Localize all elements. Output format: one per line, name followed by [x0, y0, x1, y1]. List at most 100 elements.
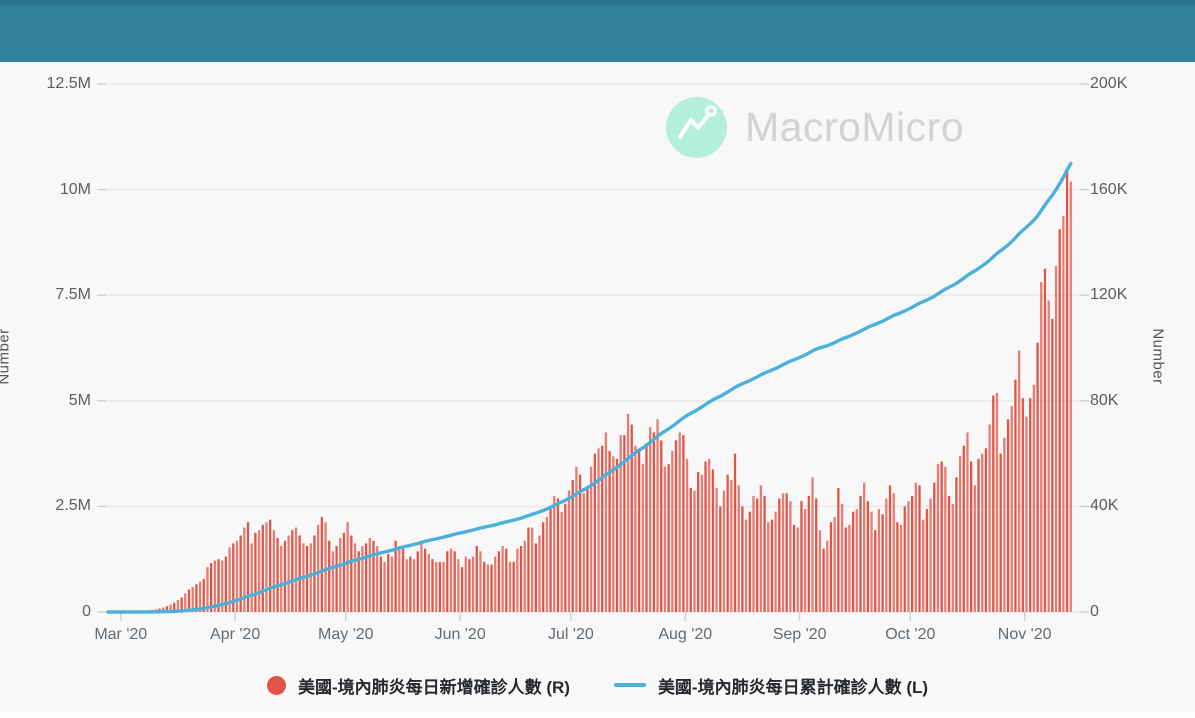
daily-new-cases-bar: [265, 522, 268, 612]
daily-new-cases-bar: [866, 501, 870, 612]
daily-new-cases-bar: [837, 487, 840, 612]
daily-new-cases-bar: [405, 559, 408, 612]
daily-new-cases-bar: [169, 604, 172, 612]
daily-new-cases-bar: [840, 503, 844, 612]
daily-new-cases-bar: [626, 414, 630, 612]
daily-new-cases-bar: [449, 548, 453, 612]
daily-new-cases-bar: [243, 527, 246, 612]
daily-new-cases-bar: [483, 561, 486, 612]
daily-new-cases-bar: [542, 522, 545, 612]
daily-new-cases-bar: [309, 543, 312, 612]
daily-new-cases-bar: [357, 551, 360, 612]
daily-new-cases-bar: [958, 456, 962, 612]
daily-new-cases-bar: [534, 543, 537, 612]
daily-new-cases-bar: [590, 466, 593, 612]
daily-new-cases-bar: [711, 469, 715, 612]
daily-new-cases-bar: [523, 540, 526, 612]
right-axis-tick-label: 160K: [1090, 180, 1128, 198]
daily-new-cases-bar: [730, 480, 733, 612]
daily-new-cases-bar: [826, 540, 829, 612]
daily-new-cases-bar: [294, 527, 298, 612]
daily-new-cases-bar: [401, 548, 405, 612]
daily-new-cases-bar: [269, 519, 272, 612]
x-axis-month-label: Jul '20: [547, 626, 594, 643]
right-axis-tick-label: 40K: [1090, 497, 1119, 515]
daily-new-cases-bar: [578, 474, 582, 612]
daily-new-cases-bar: [490, 564, 493, 612]
daily-new-cases-bar: [224, 556, 228, 612]
daily-new-cases-bar: [571, 480, 574, 612]
daily-new-cases-bar: [700, 474, 703, 612]
daily-new-cases-bar: [324, 522, 327, 612]
daily-new-cases-bar: [298, 535, 301, 612]
daily-new-cases-bar: [1010, 406, 1013, 612]
daily-new-cases-bar: [316, 524, 320, 612]
daily-new-cases-bar: [1036, 342, 1039, 612]
daily-new-cases-bar: [530, 527, 534, 612]
daily-new-cases-bar: [280, 546, 283, 612]
right-axis-tick-label: 0: [1090, 603, 1099, 620]
daily-new-cases-bar: [660, 440, 663, 612]
daily-new-cases-bar: [1029, 398, 1032, 612]
daily-new-cases-bar: [800, 501, 803, 612]
daily-new-cases-bar: [486, 564, 489, 612]
daily-new-cases-bar: [922, 519, 925, 612]
legend-line-icon: [613, 683, 646, 687]
daily-new-cases-bar: [623, 435, 626, 612]
daily-new-cases-bar: [387, 553, 390, 612]
daily-new-cases-bar: [1058, 229, 1061, 612]
left-axis-tick-label: 10M: [59, 180, 91, 198]
legend-item-cumulative[interactable]: 美國-境內肺炎每日累計確診人數 (L): [613, 673, 928, 698]
left-axis-tick-label: 12.5M: [46, 75, 91, 92]
right-axis-tick-label: 120K: [1090, 286, 1128, 304]
daily-new-cases-bar: [342, 532, 346, 612]
daily-new-cases-bar: [165, 606, 169, 612]
daily-new-cases-bar: [390, 556, 394, 612]
daily-new-cases-bar: [475, 546, 478, 612]
daily-new-cases-bar: [471, 556, 475, 612]
daily-new-cases-bar: [206, 567, 209, 612]
daily-new-cases-bar: [933, 482, 936, 612]
daily-new-cases-bar: [1069, 181, 1072, 612]
daily-new-cases-bar: [232, 543, 235, 612]
daily-new-cases-bar: [180, 597, 183, 612]
daily-new-cases-bar: [822, 548, 825, 612]
x-axis-month-label: Apr '20: [210, 626, 261, 643]
daily-new-cases-bar: [453, 551, 456, 612]
daily-new-cases-bar: [527, 527, 530, 612]
daily-new-cases-bar: [918, 485, 921, 612]
daily-new-cases-bar: [929, 498, 932, 612]
daily-new-cases-bar: [881, 514, 884, 612]
x-axis-month-label: Oct '20: [885, 626, 936, 643]
daily-new-cases-bar: [995, 392, 999, 612]
daily-new-cases-bar: [398, 546, 401, 612]
daily-new-cases-bar: [549, 509, 552, 612]
daily-new-cases-bar: [239, 535, 242, 612]
daily-new-cases-bar: [394, 540, 397, 612]
daily-new-cases-bar: [663, 466, 667, 612]
top-header-bar: [0, 0, 1195, 62]
daily-new-cases-bar: [892, 493, 895, 612]
daily-new-cases-bar: [235, 540, 239, 612]
daily-new-cases-bar: [597, 448, 600, 612]
right-axis-tick-label: 200K: [1090, 75, 1128, 92]
daily-new-cases-bar: [187, 589, 191, 612]
daily-new-cases-bar: [737, 485, 740, 612]
daily-new-cases-bar: [1040, 282, 1043, 612]
daily-new-cases-bar: [977, 458, 980, 612]
daily-new-cases-bar: [361, 546, 364, 612]
daily-new-cases-bar: [379, 556, 383, 612]
daily-new-cases-bar: [970, 461, 973, 612]
daily-new-cases-bar: [246, 522, 250, 612]
x-axis-month-label: May '20: [318, 626, 374, 643]
daily-new-cases-bar: [903, 506, 906, 612]
daily-new-cases-bar: [726, 474, 729, 612]
daily-new-cases-bar: [888, 485, 892, 612]
daily-new-cases-bar: [435, 561, 438, 612]
daily-new-cases-bar: [693, 490, 696, 612]
daily-new-cases-bar: [682, 435, 685, 612]
legend-item-daily-new[interactable]: 美國-境內肺炎每日新增確診人數 (R): [266, 673, 570, 698]
daily-new-cases-bar: [567, 490, 571, 612]
daily-new-cases-bar: [291, 530, 294, 612]
